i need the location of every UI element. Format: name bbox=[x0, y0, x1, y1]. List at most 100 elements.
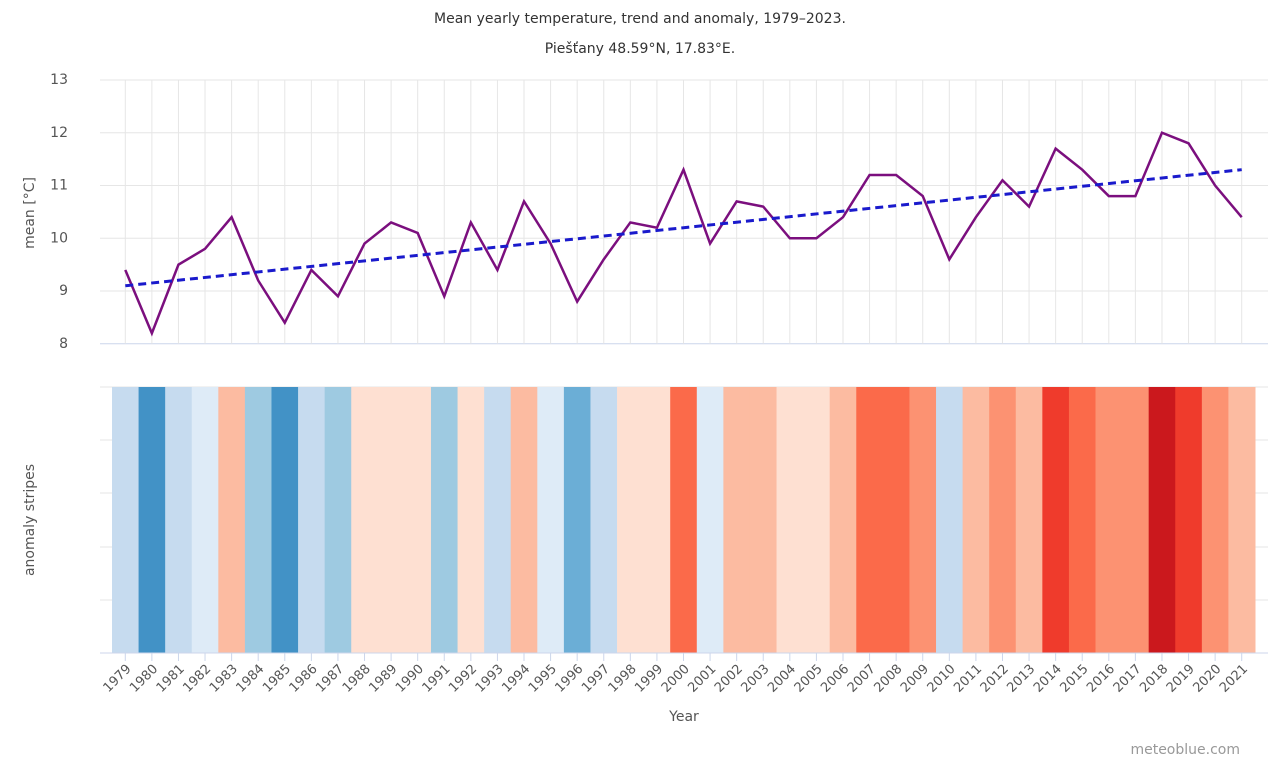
anomaly-stripe bbox=[1148, 387, 1176, 653]
anomaly-stripe bbox=[1015, 387, 1043, 653]
anomaly-stripe bbox=[989, 387, 1017, 653]
anomaly-stripe bbox=[670, 387, 698, 653]
anomaly-stripe bbox=[510, 387, 538, 653]
x-tick-label: 1992 bbox=[446, 662, 480, 696]
anomaly-stripe bbox=[590, 387, 618, 653]
mean-line bbox=[124, 131, 1243, 337]
anomaly-stripe bbox=[377, 387, 405, 653]
anomaly-stripe bbox=[457, 387, 485, 653]
anomaly-stripe bbox=[298, 387, 326, 653]
anomaly-stripe bbox=[218, 387, 246, 653]
stripes-axis-label: anomaly stripes bbox=[22, 464, 38, 576]
anomaly-stripe bbox=[484, 387, 512, 653]
anomaly-stripe bbox=[1122, 387, 1150, 653]
anomaly-stripe bbox=[829, 387, 857, 653]
x-tick-label: 2018 bbox=[1137, 662, 1171, 696]
x-tick-label: 1989 bbox=[366, 662, 400, 696]
y-tick-label: 8 bbox=[59, 336, 68, 352]
x-tick-label: 2014 bbox=[1031, 662, 1065, 696]
x-tick-label: 2013 bbox=[1004, 662, 1038, 696]
x-tick-label: 2007 bbox=[845, 662, 879, 696]
anomaly-stripe bbox=[803, 387, 831, 653]
x-tick-label: 2009 bbox=[898, 662, 932, 696]
anomaly-stripe bbox=[749, 387, 778, 653]
x-tick-label: 2016 bbox=[1084, 662, 1118, 696]
x-tick-label: 1998 bbox=[606, 662, 640, 696]
x-tick-label: 1987 bbox=[313, 662, 347, 696]
x-tick-label: 1999 bbox=[632, 662, 666, 696]
y-tick-label: 12 bbox=[50, 125, 68, 141]
anomaly-stripe bbox=[1095, 387, 1123, 653]
x-tick-label: 2005 bbox=[792, 662, 826, 696]
x-tick-label: 1988 bbox=[340, 662, 374, 696]
anomaly-stripe bbox=[617, 387, 645, 653]
y-tick-label: 11 bbox=[50, 178, 68, 194]
x-tick-label: 2008 bbox=[871, 662, 905, 696]
anomaly-stripe bbox=[936, 387, 964, 653]
anomaly-stripe bbox=[909, 387, 937, 653]
anomaly-stripe bbox=[696, 387, 724, 653]
anomaly-stripe bbox=[351, 387, 379, 653]
anomaly-stripe bbox=[1228, 387, 1256, 653]
anomaly-stripe bbox=[643, 387, 671, 653]
trend-line bbox=[125, 168, 1242, 288]
x-tick-label: 1980 bbox=[127, 662, 161, 696]
anomaly-stripe bbox=[563, 387, 591, 653]
x-tick-label: 2001 bbox=[685, 662, 719, 696]
chart-subtitle: Piešťany 48.59°N, 17.83°E. bbox=[545, 41, 735, 57]
anomaly-stripe bbox=[244, 387, 272, 653]
x-tick-label: 2019 bbox=[1164, 662, 1198, 696]
anomaly-stripe bbox=[324, 387, 352, 653]
x-tick-label: 1982 bbox=[180, 662, 214, 696]
x-tick-label: 2006 bbox=[818, 662, 852, 696]
x-tick-label: 2004 bbox=[765, 662, 799, 696]
x-tick-label: 2000 bbox=[659, 662, 693, 696]
anomaly-stripe bbox=[776, 387, 804, 653]
y-tick-label: 9 bbox=[59, 283, 68, 299]
chart-title: Mean yearly temperature, trend and anoma… bbox=[434, 11, 846, 27]
x-tick-label: 1981 bbox=[154, 662, 188, 696]
x-tick-label: 2010 bbox=[925, 662, 959, 696]
x-tick-label: 1991 bbox=[420, 662, 454, 696]
x-tick-label: 1994 bbox=[499, 662, 533, 696]
x-tick-label: 2011 bbox=[951, 662, 985, 696]
x-tick-label: 1985 bbox=[260, 662, 294, 696]
x-tick-label: 2003 bbox=[739, 662, 773, 696]
anomaly-stripe bbox=[138, 387, 166, 653]
y-tick-label: 10 bbox=[50, 230, 68, 246]
anomaly-stripe bbox=[112, 387, 140, 653]
anomaly-stripe bbox=[882, 387, 910, 653]
y-tick-label: 13 bbox=[50, 72, 68, 88]
anomaly-stripe bbox=[165, 387, 193, 653]
source: meteoblue.com bbox=[1130, 742, 1240, 758]
x-tick-label: 2012 bbox=[978, 662, 1012, 696]
x-tick-label: 2015 bbox=[1058, 662, 1092, 696]
x-tick-label: 1997 bbox=[579, 662, 613, 696]
anomaly-stripe bbox=[271, 387, 299, 653]
anomaly-stripe bbox=[1042, 387, 1070, 653]
anomaly-stripe bbox=[430, 387, 459, 653]
x-tick-label: 1983 bbox=[207, 662, 241, 696]
x-tick-label: 1993 bbox=[473, 662, 507, 696]
anomaly-stripe bbox=[191, 387, 219, 653]
anomaly-stripe bbox=[404, 387, 432, 653]
x-tick-label: 1990 bbox=[393, 662, 427, 696]
anomaly-stripe bbox=[1201, 387, 1229, 653]
x-tick-label: 1986 bbox=[287, 662, 321, 696]
x-tick-label: 2021 bbox=[1217, 662, 1251, 696]
x-axis-label: Year bbox=[668, 709, 699, 725]
x-tick-label: 1995 bbox=[526, 662, 560, 696]
anomaly-stripe bbox=[962, 387, 990, 653]
x-tick-label: 1996 bbox=[552, 662, 586, 696]
y-axis-label: mean [°C] bbox=[22, 177, 38, 249]
x-tick-label: 1979 bbox=[101, 662, 135, 696]
anomaly-stripe bbox=[1068, 387, 1097, 653]
anomaly-stripe bbox=[723, 387, 751, 653]
anomaly-stripe bbox=[856, 387, 884, 653]
anomaly-stripe bbox=[537, 387, 565, 653]
anomaly-stripe bbox=[1175, 387, 1203, 653]
x-tick-label: 2017 bbox=[1111, 662, 1145, 696]
x-tick-label: 1984 bbox=[233, 662, 267, 696]
x-tick-label: 2002 bbox=[712, 662, 746, 696]
